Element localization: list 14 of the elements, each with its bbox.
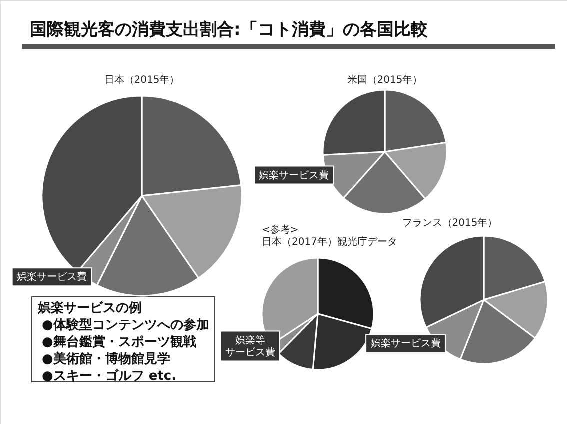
slice-label: 娯楽サービス費 <box>259 169 330 182</box>
chart-title: <参考> 日本（2017年）観光庁データ <box>262 224 398 248</box>
text: 娯楽サービスの例 <box>37 301 142 316</box>
text: 国際観光客の消費支出割合:「コト消費」の各国比較 <box>30 20 429 40</box>
text: ●舞台鑑賞・スポーツ観戦 <box>42 334 196 350</box>
slice-label: 娯楽等サービス費 <box>225 334 276 358</box>
chart-title: フランス（2015年） <box>402 217 498 229</box>
text: ●スキー・ゴルフ etc. <box>42 369 177 384</box>
text: ●体験型コンテンツへの参加 <box>42 317 210 333</box>
text: ●美術館・博物館見学 <box>42 351 170 367</box>
chart-title: 米国（2015年） <box>347 74 423 86</box>
chart-title: 日本（2015年） <box>104 74 180 86</box>
slice-label: 娯楽サービス費 <box>370 338 441 350</box>
slice-label: 娯楽サービス費 <box>17 271 88 284</box>
